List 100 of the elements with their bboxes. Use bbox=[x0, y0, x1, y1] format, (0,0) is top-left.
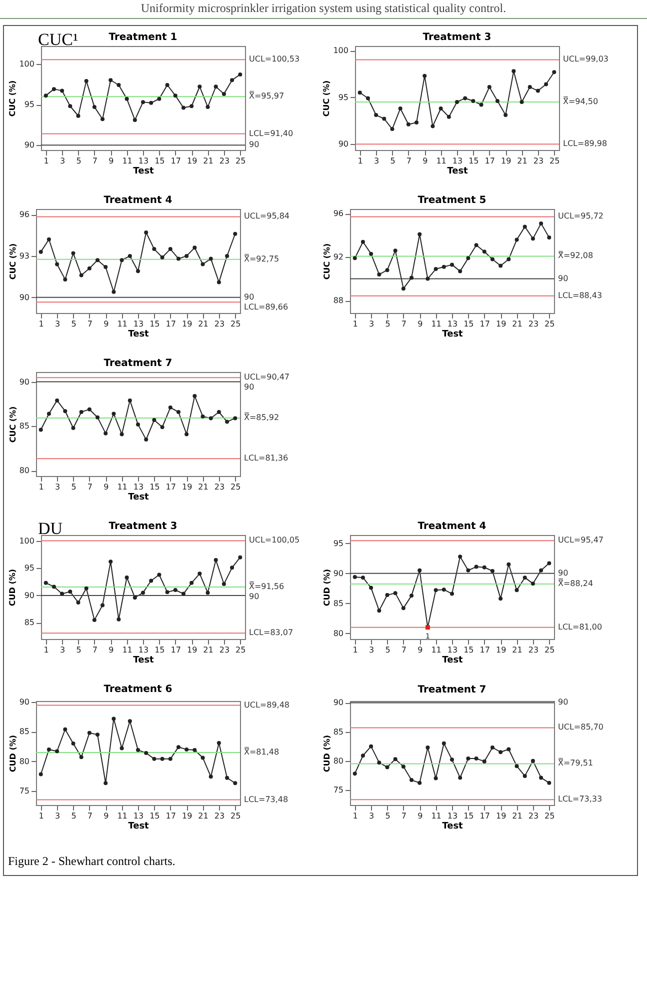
point bbox=[190, 580, 194, 585]
x-tick-label: 9 bbox=[104, 482, 109, 492]
point bbox=[514, 238, 519, 242]
point bbox=[192, 394, 197, 398]
y-axis-title: CUC (%) bbox=[322, 80, 332, 117]
x-axis-title: Test bbox=[442, 656, 464, 666]
point bbox=[450, 758, 454, 762]
x-tick-label: 15 bbox=[464, 812, 474, 820]
point bbox=[410, 594, 414, 598]
point bbox=[157, 96, 162, 101]
x-tick-label: 15 bbox=[468, 156, 479, 166]
x-tick-label: 15 bbox=[154, 156, 165, 166]
x-tick-label: 7 bbox=[92, 156, 98, 166]
point bbox=[238, 72, 242, 76]
point bbox=[116, 617, 121, 622]
x-tick-label: 5 bbox=[71, 812, 76, 820]
point bbox=[393, 248, 398, 253]
y-tick-label: 90 bbox=[19, 377, 30, 386]
x-tick-label: 3 bbox=[369, 646, 374, 654]
y-tick-label: 90 bbox=[24, 590, 34, 600]
point bbox=[471, 99, 476, 104]
point bbox=[522, 774, 527, 778]
point bbox=[76, 114, 80, 118]
point bbox=[530, 758, 535, 763]
ref-line-label: UCL=100,53 bbox=[249, 54, 300, 64]
ref-line-label: UCL=89,48 bbox=[244, 700, 290, 710]
x-tick-label: 5 bbox=[390, 156, 396, 166]
x-tick-label: 11 bbox=[122, 646, 132, 654]
point bbox=[385, 268, 390, 272]
x-tick-label: 25 bbox=[236, 156, 246, 166]
point bbox=[482, 565, 486, 570]
ref-line-label: LCL=73,33 bbox=[558, 794, 602, 804]
x-tick-label: 3 bbox=[60, 646, 66, 654]
point bbox=[401, 286, 406, 291]
x-tick-label: 1 bbox=[38, 812, 44, 820]
point bbox=[544, 82, 548, 86]
point bbox=[438, 106, 443, 110]
y-tick-label: 80 bbox=[19, 466, 30, 476]
y-tick-label: 100 bbox=[19, 536, 34, 546]
x-tick-label: 7 bbox=[87, 482, 92, 492]
text: Uniformity microsprinkler irrigation system using statistical quality control. bbox=[0, 0, 647, 19]
point bbox=[38, 428, 43, 432]
point bbox=[173, 94, 178, 98]
point bbox=[225, 254, 230, 258]
point bbox=[198, 84, 202, 89]
ref-line-label: LCL=91,40 bbox=[249, 128, 294, 138]
point bbox=[92, 618, 96, 622]
point bbox=[490, 257, 494, 262]
x-tick-label: 13 bbox=[133, 320, 144, 328]
point bbox=[216, 740, 221, 745]
point bbox=[385, 765, 390, 770]
y-tick-label: 90 bbox=[24, 140, 34, 150]
point bbox=[84, 78, 88, 83]
x-tick-label: 11 bbox=[117, 482, 128, 492]
caption: Figure 2 - Shewhart control charts. bbox=[8, 854, 176, 869]
point bbox=[385, 592, 390, 597]
point bbox=[200, 756, 205, 760]
point bbox=[108, 78, 113, 82]
point bbox=[474, 243, 478, 248]
x-tick-label: 15 bbox=[150, 812, 160, 820]
x-tick-label: 25 bbox=[230, 812, 241, 820]
x-tick-label: 19 bbox=[500, 156, 512, 166]
x-tick-label: 9 bbox=[108, 646, 114, 654]
point bbox=[442, 588, 446, 592]
ref-line-label: X̿=85,92 bbox=[244, 412, 280, 422]
ref-line-label: X̿=81,48 bbox=[244, 746, 280, 757]
point bbox=[490, 745, 494, 750]
point bbox=[369, 586, 374, 590]
ref-line-label: UCL=95,47 bbox=[558, 536, 604, 545]
point bbox=[136, 748, 140, 752]
point bbox=[44, 94, 48, 98]
point bbox=[547, 561, 552, 566]
point bbox=[79, 410, 84, 414]
x-tick-label: 25 bbox=[236, 646, 246, 654]
point bbox=[108, 560, 113, 564]
point bbox=[46, 237, 51, 242]
ref-line-label: UCL=99,03 bbox=[563, 54, 609, 64]
point bbox=[360, 240, 365, 244]
point bbox=[184, 432, 189, 436]
x-tick-label: 7 bbox=[406, 156, 412, 166]
point bbox=[495, 99, 500, 104]
x-tick-label: 5 bbox=[76, 156, 82, 166]
point bbox=[132, 596, 137, 600]
point bbox=[46, 412, 51, 416]
point bbox=[434, 267, 438, 272]
x-tick-label: 1 bbox=[352, 812, 358, 820]
point bbox=[200, 262, 205, 266]
x-tick-label: 1 bbox=[352, 646, 358, 654]
point bbox=[216, 280, 221, 284]
point bbox=[539, 776, 544, 780]
point bbox=[450, 592, 454, 596]
point bbox=[71, 251, 76, 256]
y-tick-label: 85 bbox=[333, 727, 344, 736]
point bbox=[63, 727, 68, 732]
point bbox=[208, 256, 213, 261]
x-axis-title: Test bbox=[133, 166, 155, 176]
y-axis-title: CUC (%) bbox=[8, 80, 18, 117]
point bbox=[414, 120, 419, 124]
point bbox=[530, 582, 535, 586]
point bbox=[176, 410, 180, 414]
